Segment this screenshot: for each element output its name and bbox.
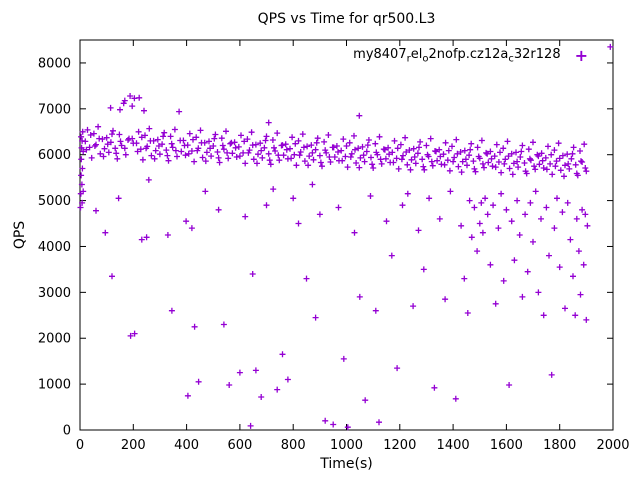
x-tick-label: 1800 (543, 438, 576, 453)
tick-labels: 0 200 400 600 800 1000 1200 1400 1600 1800 2000 0 10… (38, 56, 630, 453)
y-tick-label: 0 (63, 424, 71, 439)
x-tick-label: 1600 (490, 438, 523, 453)
x-tick-label: 1200 (383, 438, 416, 453)
legend-label-segment: my8407 (353, 47, 407, 62)
legend-label-subscript: r (406, 53, 411, 65)
legend-label-segment: 32r128 (513, 47, 561, 62)
legend-label-subscript: o (422, 53, 429, 65)
x-tick-label: 400 (174, 438, 199, 453)
x-tick-label: 800 (281, 438, 306, 453)
y-tick-label: 2000 (38, 332, 71, 347)
y-axis-label: QPS (12, 220, 28, 250)
x-axis-label: Time(s) (320, 456, 373, 472)
tick-marks (79, 40, 614, 431)
legend-label-subscript: c (508, 53, 514, 65)
y-tick-label: 3000 (38, 286, 71, 301)
legend-label-segment: 2nofp.cz12a (428, 47, 509, 62)
y-tick-label: 4000 (38, 240, 71, 255)
plot-border (79, 39, 614, 431)
x-tick-label: 1400 (437, 438, 470, 453)
data-points (77, 43, 614, 431)
y-tick-label: 7000 (38, 102, 71, 117)
chart-title: QPS vs Time for qr500.L3 (257, 11, 436, 27)
legend: my8407relo2nofp.cz12ac32r128 + (353, 47, 588, 65)
legend-label-segment: el (410, 47, 423, 62)
y-tick-label: 8000 (38, 56, 71, 71)
x-tick-label: 2000 (596, 438, 629, 453)
y-tick-label: 1000 (38, 378, 71, 393)
x-tick-label: 0 (76, 438, 84, 453)
y-tick-label: 5000 (38, 194, 71, 209)
x-tick-label: 200 (121, 438, 146, 453)
y-tick-label: 6000 (38, 148, 71, 163)
legend-plus-marker-icon: + (574, 45, 588, 65)
legend-label: my8407relo2nofp.cz12ac32r128 (353, 47, 560, 65)
x-tick-label: 600 (227, 438, 252, 453)
x-tick-label: 1000 (330, 438, 363, 453)
